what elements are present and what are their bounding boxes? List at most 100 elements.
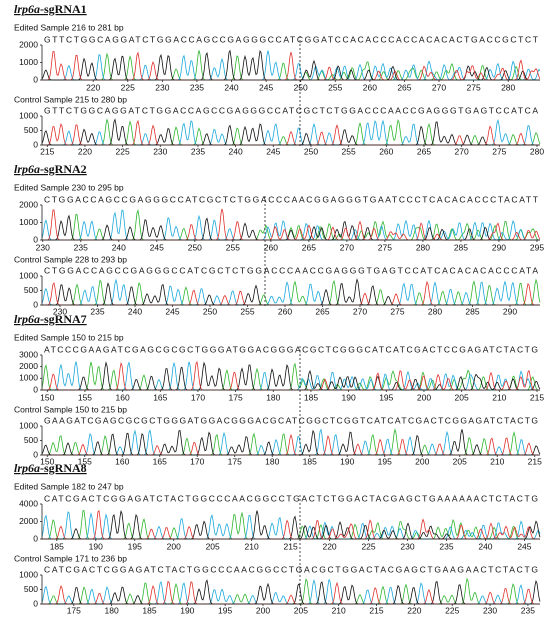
guide-name: -sgRNA8 xyxy=(40,461,87,475)
y-tick-label: 2000 xyxy=(19,199,38,209)
x-tick-label: 270 xyxy=(340,242,354,252)
gene-name: lrp6a xyxy=(14,2,40,16)
x-tick-label: 165 xyxy=(153,392,167,402)
x-tick-label: 260 xyxy=(264,242,278,252)
gene-name: lrp6a xyxy=(14,461,40,475)
trace xyxy=(42,509,541,540)
x-tick-label: 180 xyxy=(266,392,280,402)
base-sequence: CTGGACCAGCCGAGGGCCATCGCTCTGGACCCAACGGAGG… xyxy=(44,194,538,204)
x-tick-label: 195 xyxy=(218,605,232,615)
base-sequence: GTTCTGGCAGGATCTGGACCAGCCGAGGGCCATCGCTCTG… xyxy=(44,105,538,115)
x-tick-label: 200 xyxy=(415,456,429,466)
x-tick-label: 180 xyxy=(265,456,279,466)
x-tick-label: 150 xyxy=(40,456,54,466)
x-tick-label: 200 xyxy=(256,605,270,615)
y-tick-label: 0 xyxy=(33,234,38,244)
x-tick-label: 190 xyxy=(180,605,194,615)
x-tick-label: 185 xyxy=(142,605,156,615)
x-tick-label: 230 xyxy=(483,605,497,615)
base-sequence: GTTCTGGCAGGATCTGGACCAGCCGAGGGCCATCGGATCC… xyxy=(44,34,538,44)
trace xyxy=(42,510,540,540)
x-tick-label: 195 xyxy=(128,541,142,551)
y-tick-label: 0 xyxy=(33,533,38,543)
x-tick-label: 150 xyxy=(40,392,54,402)
x-tick-label: 255 xyxy=(240,306,254,316)
x-tick-label: 245 xyxy=(517,541,531,551)
x-tick-label: 240 xyxy=(224,82,238,92)
x-tick-label: 240 xyxy=(112,242,126,252)
x-tick-label: 200 xyxy=(417,392,431,402)
sample-label: Control Sample 215 to 280 bp xyxy=(14,94,127,104)
sample-label: Control Sample 150 to 215 bp xyxy=(14,404,127,414)
trace xyxy=(41,209,540,241)
x-tick-label: 170 xyxy=(191,392,205,402)
x-tick-label: 190 xyxy=(89,541,103,551)
base-sequence: CATCGACTCGGAGATCTACTGGCCCAACGGCCTGACGCTG… xyxy=(44,564,538,574)
base-sequence: CTGGACCAGCCGAGGGCCATCGCTCTGGACCCAACCGAGG… xyxy=(44,265,538,275)
x-tick-label: 185 xyxy=(303,456,317,466)
y-tick-label: 1000 xyxy=(19,57,38,67)
x-tick-label: 260 xyxy=(363,82,377,92)
axis-frame xyxy=(41,276,540,306)
x-tick-label: 205 xyxy=(455,392,469,402)
x-tick-label: 210 xyxy=(245,541,259,551)
x-tick-label: 240 xyxy=(478,541,492,551)
x-tick-label: 230 xyxy=(36,242,50,252)
trace xyxy=(42,510,540,540)
y-tick-label: 0 xyxy=(33,139,38,149)
sample-label: Edited Sample 230 to 295 bp xyxy=(14,182,124,192)
y-tick-label: 2000 xyxy=(19,361,38,371)
x-tick-label: 220 xyxy=(407,605,421,615)
x-tick-label: 190 xyxy=(340,456,354,466)
y-tick-label: 0 xyxy=(33,299,38,309)
x-tick-label: 265 xyxy=(302,242,316,252)
x-tick-label: 220 xyxy=(86,82,100,92)
x-tick-label: 255 xyxy=(342,146,356,156)
x-tick-label: 205 xyxy=(294,605,308,615)
y-tick-label: 1000 xyxy=(19,373,38,383)
y-tick-label: 1000 xyxy=(19,270,38,280)
panel-title: lrp6a-sgRNA7 xyxy=(14,312,87,326)
x-tick-label: 250 xyxy=(304,146,318,156)
x-tick-label: 280 xyxy=(501,82,515,92)
x-tick-label: 190 xyxy=(342,392,356,402)
x-tick-label: 160 xyxy=(116,392,130,402)
y-tick-label: 4000 xyxy=(19,498,38,508)
x-tick-label: 185 xyxy=(50,541,64,551)
x-tick-label: 235 xyxy=(439,541,453,551)
x-tick-label: 245 xyxy=(259,82,273,92)
panel-title: lrp6a-sgRNA8 xyxy=(14,461,87,475)
x-tick-label: 250 xyxy=(188,242,202,252)
x-tick-label: 270 xyxy=(353,306,367,316)
x-tick-label: 225 xyxy=(121,82,135,92)
x-tick-label: 220 xyxy=(322,541,336,551)
x-tick-label: 155 xyxy=(78,392,92,402)
x-tick-label: 155 xyxy=(78,456,92,466)
x-tick-label: 275 xyxy=(467,82,481,92)
y-tick-label: 500 xyxy=(24,584,38,594)
x-tick-label: 290 xyxy=(503,306,517,316)
y-tick-label: 500 xyxy=(24,125,38,135)
x-tick-label: 210 xyxy=(490,456,504,466)
x-tick-label: 280 xyxy=(416,242,430,252)
x-tick-label: 275 xyxy=(390,306,404,316)
y-tick-label: 0 xyxy=(33,449,38,459)
x-tick-label: 240 xyxy=(229,146,243,156)
x-tick-label: 270 xyxy=(455,146,469,156)
x-tick-label: 245 xyxy=(150,242,164,252)
x-tick-label: 235 xyxy=(191,146,205,156)
x-tick-label: 255 xyxy=(226,242,240,252)
x-tick-label: 280 xyxy=(530,146,544,156)
guide-name: -sgRNA1 xyxy=(40,2,87,16)
x-tick-label: 210 xyxy=(492,392,506,402)
x-tick-label: 215 xyxy=(530,392,544,402)
x-tick-label: 225 xyxy=(116,146,130,156)
panel-title: lrp6a-sgRNA2 xyxy=(14,162,87,176)
sample-label: Control Sample 171 to 236 bp xyxy=(14,553,127,563)
x-tick-label: 250 xyxy=(203,306,217,316)
x-tick-label: 240 xyxy=(128,306,142,316)
y-tick-label: 3000 xyxy=(19,349,38,359)
x-tick-label: 245 xyxy=(266,146,280,156)
x-tick-label: 215 xyxy=(284,541,298,551)
